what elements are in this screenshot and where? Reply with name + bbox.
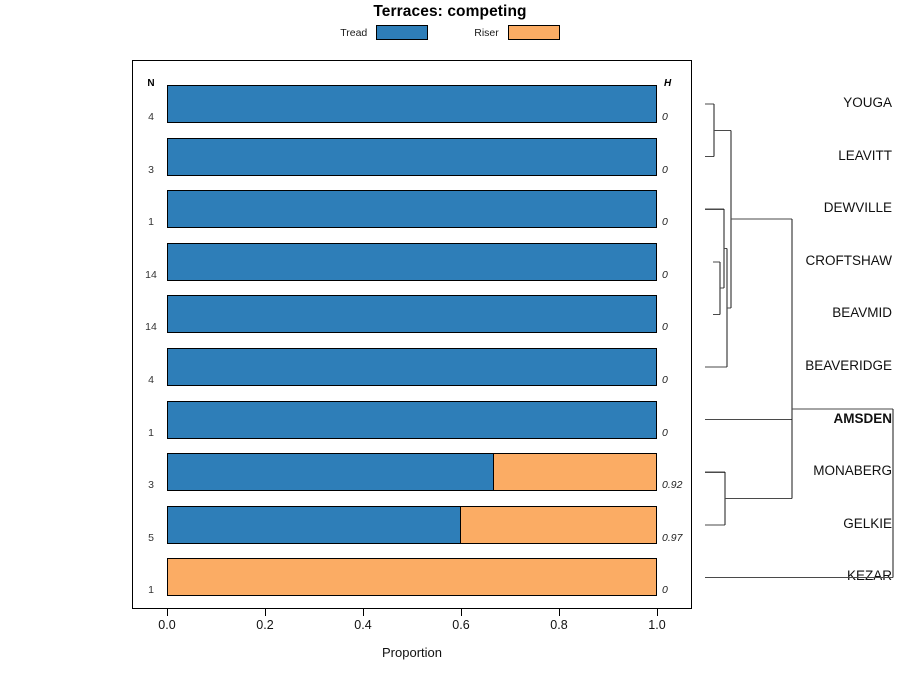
row-label: CROFTSHAW xyxy=(805,252,893,268)
row-label: YOUGA xyxy=(843,95,892,110)
x-axis-tick xyxy=(559,609,560,616)
row-label: GELKIE xyxy=(843,515,892,531)
stacked-bar xyxy=(167,190,657,229)
legend-label-tread: Tread xyxy=(340,26,368,39)
x-axis-tick xyxy=(461,609,462,616)
n-value: 4 xyxy=(148,111,154,123)
legend-swatch-riser xyxy=(507,25,560,40)
row-label: BEAVMID xyxy=(832,305,892,321)
x-axis-tick xyxy=(167,609,168,616)
bar-segment-tread xyxy=(167,348,657,386)
n-value: 1 xyxy=(148,426,154,439)
bar-segment-riser xyxy=(459,505,657,544)
legend-swatch-tread xyxy=(376,25,429,40)
h-value: 0 xyxy=(662,426,668,439)
bar-segment-tread xyxy=(167,400,657,439)
n-value: 14 xyxy=(145,321,157,334)
stacked-bar xyxy=(167,400,657,439)
h-value: 0 xyxy=(662,268,668,281)
x-axis-tick xyxy=(265,609,266,616)
stacked-bar xyxy=(167,295,657,334)
page-title: Terraces: competing xyxy=(373,3,527,20)
x-axis-tick-label: 0.2 xyxy=(256,618,274,632)
n-value: 3 xyxy=(148,163,154,176)
h-value: 0 xyxy=(662,584,668,597)
bar-segment-tread xyxy=(167,190,657,229)
h-value: 0 xyxy=(662,321,668,334)
x-axis-tick xyxy=(657,609,658,616)
stacked-bar xyxy=(167,558,657,597)
x-axis-tick-label: 0.0 xyxy=(158,618,176,632)
h-value: 0.97 xyxy=(662,531,683,544)
n-value: 4 xyxy=(148,374,154,386)
stacked-bar xyxy=(167,453,657,492)
h-value: 0.92 xyxy=(662,479,683,492)
bar-segment-tread xyxy=(167,295,657,334)
stacked-bar xyxy=(167,137,657,176)
row-label: BEAVERIDGE xyxy=(805,358,892,373)
n-value: 3 xyxy=(148,479,154,492)
legend-item-tread: Tread xyxy=(340,25,429,40)
legend-item-riser: Riser xyxy=(474,25,560,40)
n-value: 1 xyxy=(148,216,154,229)
row-label: LEAVITT xyxy=(838,147,892,163)
h-value: 0 xyxy=(662,374,668,386)
bar-segment-tread xyxy=(167,453,494,492)
stacked-bar xyxy=(167,505,657,544)
bar-segment-tread xyxy=(167,85,657,123)
chart-legend: Tread Riser xyxy=(0,25,900,40)
h-value: 0 xyxy=(662,216,668,229)
row-label: AMSDEN xyxy=(833,410,892,426)
stacked-bar xyxy=(167,85,657,123)
x-axis-tick-label: 1.0 xyxy=(648,618,666,632)
dendrogram xyxy=(705,103,894,578)
stacked-bar xyxy=(167,348,657,386)
h-value: 0 xyxy=(662,111,668,123)
x-axis-title: Proportion xyxy=(382,645,442,660)
legend-label-riser: Riser xyxy=(474,26,499,39)
row-label: DEWVILLE xyxy=(823,200,892,216)
x-axis-tick-label: 0.8 xyxy=(550,618,568,632)
h-value: 0 xyxy=(662,163,668,176)
bar-segment-tread xyxy=(167,242,657,281)
h-column-header: H xyxy=(664,78,672,89)
bar-segment-tread xyxy=(167,137,657,176)
x-axis-tick xyxy=(363,609,364,616)
x-axis-tick-label: 0.6 xyxy=(452,618,470,632)
row-label: KEZAR xyxy=(846,568,892,584)
n-column-header: N xyxy=(147,78,155,89)
n-value: 1 xyxy=(148,584,154,597)
bar-segment-tread xyxy=(167,505,461,544)
n-value: 14 xyxy=(145,268,157,281)
x-axis-tick-label: 0.4 xyxy=(354,618,372,632)
bar-segment-riser xyxy=(492,453,657,492)
row-label: MONABERG xyxy=(813,463,892,479)
stacked-bar xyxy=(167,242,657,281)
bar-segment-riser xyxy=(167,558,657,597)
n-value: 5 xyxy=(148,531,154,544)
